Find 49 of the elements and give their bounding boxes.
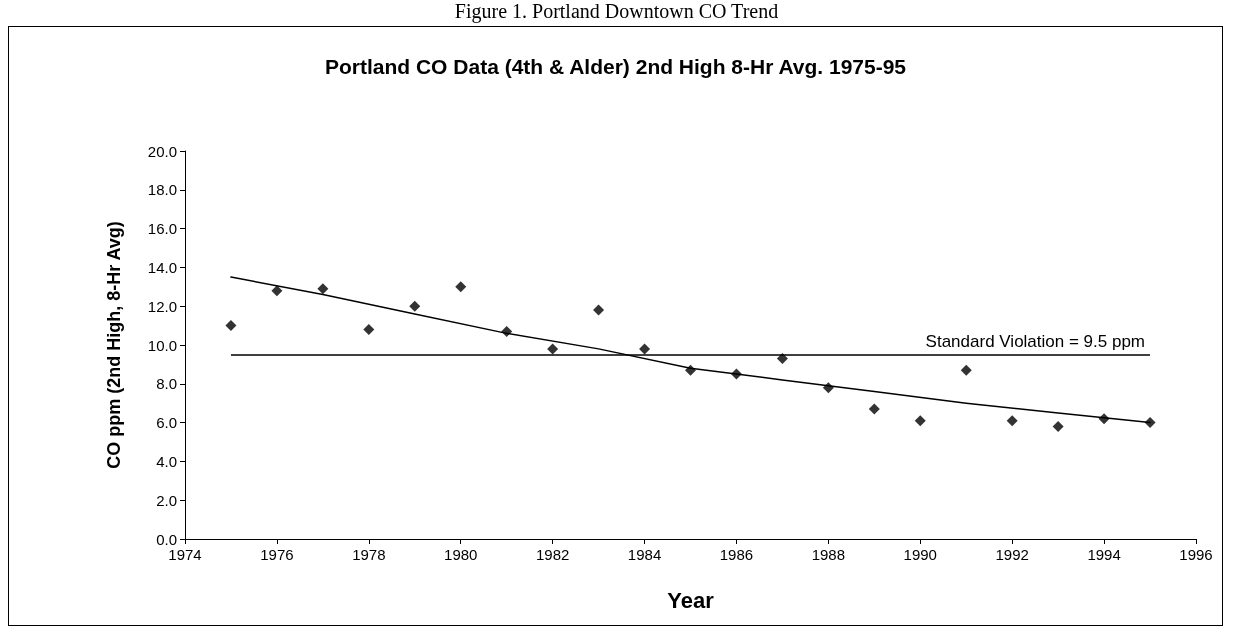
x-tick-label: 1994 — [1087, 546, 1121, 563]
x-tick-label: 1982 — [535, 546, 570, 563]
point — [409, 300, 421, 312]
point — [685, 364, 696, 376]
point — [455, 281, 467, 293]
x-tick-label: 1984 — [627, 546, 662, 563]
y-axis-title: CO ppm (2nd High, 8-Hr Avg) — [104, 221, 124, 469]
point — [1144, 417, 1156, 429]
x-tick-label: 1976 — [260, 546, 294, 563]
y-tick-label: 6.0 — [156, 414, 177, 432]
y-tick-label: 12.0 — [147, 297, 177, 315]
point — [960, 364, 972, 376]
y-tick-label: 10.0 — [147, 336, 177, 354]
x-tick-label: 1974 — [168, 546, 202, 563]
point — [225, 320, 237, 332]
x-tick-label: 1990 — [903, 546, 937, 563]
x-tick-label: 1986 — [719, 546, 754, 563]
x-tick-label: 1980 — [444, 546, 478, 563]
y-tick-label: 8.0 — [156, 375, 177, 393]
x-tick-label: 1978 — [352, 546, 386, 563]
point — [593, 304, 605, 316]
point — [547, 343, 559, 355]
point — [639, 343, 651, 355]
y-tick-label: 18.0 — [147, 181, 177, 199]
point — [730, 368, 742, 380]
chart-title: Portland CO Data (4th & Alder) 2nd High 8-Hr Avg. 1975-95 — [324, 55, 907, 78]
point — [317, 283, 329, 295]
point — [1098, 413, 1110, 425]
point — [776, 353, 788, 365]
x-tick-label: 1988 — [811, 546, 846, 563]
y-tick-label: 4.0 — [156, 452, 177, 470]
y-tick-label: 16.0 — [147, 220, 177, 238]
ref-line-label: Standard Violation = 9.5 ppm — [925, 331, 1146, 351]
y-tick-label: 2.0 — [156, 491, 177, 509]
point — [822, 382, 834, 394]
point — [1052, 420, 1064, 432]
point — [363, 323, 375, 335]
y-tick-label: 14.0 — [147, 258, 177, 276]
point — [1006, 415, 1018, 427]
point — [501, 325, 513, 337]
x-tick-label: 1992 — [995, 546, 1029, 563]
y-tick-label: 0.0 — [156, 530, 177, 548]
point — [271, 285, 283, 297]
point — [868, 403, 880, 415]
x-axis-title: Year — [667, 587, 715, 613]
point — [914, 415, 926, 427]
y-tick-label: 20.0 — [147, 142, 177, 160]
caption: Figure 1. Portland Downtown CO Trend — [453, 0, 780, 22]
x-tick-label: 1996 — [1179, 546, 1213, 563]
